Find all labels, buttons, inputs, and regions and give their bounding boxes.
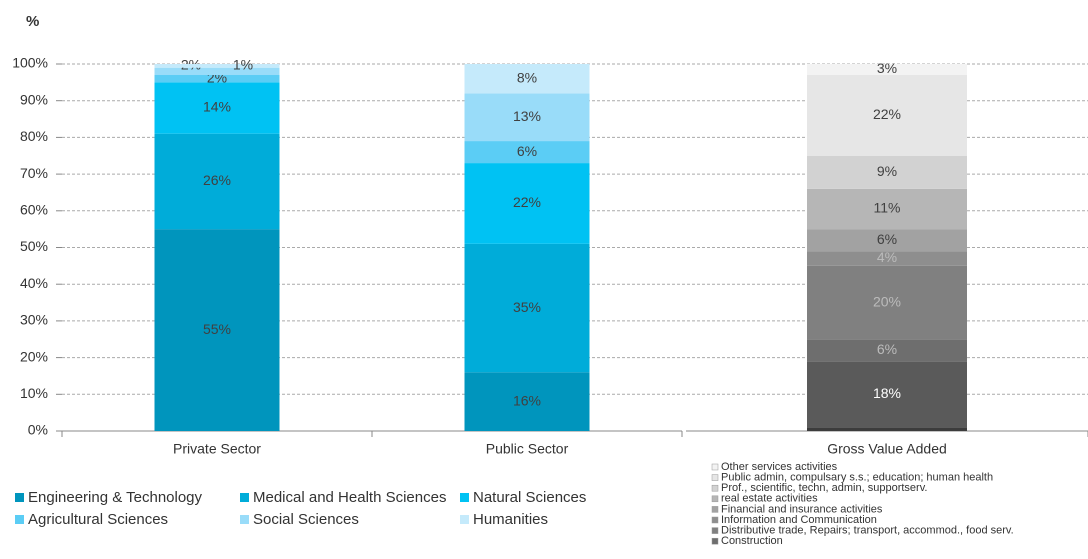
legend-label: Medical and Health Sciences — [253, 489, 446, 506]
legend-swatch — [711, 506, 719, 513]
legend-label: Humanities — [473, 511, 548, 528]
data-label: 11% — [874, 200, 901, 216]
x-tick-label: Gross Value Added — [827, 441, 947, 457]
bar-segment — [807, 251, 967, 266]
legend-label: Information and Communication — [721, 514, 877, 526]
data-label: 8% — [517, 69, 537, 85]
legend-swatch — [15, 493, 24, 502]
legend-swatch — [15, 515, 24, 524]
data-label: 14% — [203, 99, 231, 115]
data-label: 35% — [513, 299, 541, 315]
data-label: 4% — [877, 249, 897, 265]
legend-label: Engineering & Technology — [28, 489, 203, 506]
data-label: 13% — [513, 108, 541, 124]
legend-swatch — [240, 493, 249, 502]
bar-segment — [154, 229, 280, 431]
legend-swatch — [240, 515, 249, 524]
legend-label: real estate activities — [721, 493, 818, 505]
bar-segment — [807, 427, 967, 431]
x-tick-label: Public Sector — [486, 441, 569, 457]
legend-label: Public admin, compulsary s.s.; education… — [721, 472, 993, 484]
bar-segment — [154, 64, 280, 68]
bar-segment — [807, 64, 967, 76]
legend-label: Social Sciences — [253, 511, 359, 528]
bar-segment — [464, 243, 590, 373]
bar-segment — [807, 229, 967, 252]
bar-segment — [464, 163, 590, 244]
y-tick-label: 80% — [20, 128, 48, 144]
y-tick-label: 30% — [20, 312, 48, 328]
bar-segment — [807, 265, 967, 340]
bar-segment — [807, 361, 967, 428]
legend-swatch — [711, 527, 719, 534]
data-label: 1% — [233, 57, 253, 73]
data-label: 3% — [877, 60, 897, 76]
data-label: 22% — [513, 194, 541, 210]
legend-label: Distributive trade, Repairs; transport, … — [721, 525, 1014, 537]
data-label: 22% — [873, 106, 901, 122]
data-label: 55% — [203, 321, 231, 337]
bar-segment — [464, 93, 590, 142]
y-tick-label: 100% — [12, 55, 48, 71]
data-label: 6% — [517, 143, 537, 159]
y-tick-label: 60% — [20, 202, 48, 218]
legend-label: Financial and insurance activities — [721, 503, 883, 515]
y-tick-label: 40% — [20, 275, 48, 291]
bar-segment — [807, 339, 967, 362]
y-tick-label: 0% — [28, 422, 48, 438]
legend-swatch — [460, 493, 469, 502]
bar-segment — [807, 75, 967, 156]
x-tick-label: Private Sector — [173, 441, 261, 457]
legend-swatch — [711, 516, 719, 524]
legend-swatch — [711, 463, 719, 471]
data-label: 9% — [877, 163, 897, 179]
legend-swatch — [711, 537, 719, 545]
bar-segment — [154, 133, 280, 230]
legend-label: Agricultural Sciences — [28, 511, 168, 528]
y-tick-label: 20% — [20, 348, 48, 364]
bar-segment — [464, 141, 590, 164]
legend-swatch — [711, 474, 719, 481]
y-tick-label: 70% — [20, 165, 48, 181]
legend-swatch — [711, 484, 719, 492]
data-label: 18% — [873, 385, 901, 401]
y-tick-label: 50% — [20, 238, 48, 254]
data-label: 20% — [873, 293, 901, 309]
axis-title: % — [26, 13, 39, 30]
y-tick-label: 10% — [20, 385, 48, 401]
legend-swatch — [460, 515, 469, 524]
bar-segment — [464, 64, 590, 94]
data-label: 16% — [513, 392, 541, 408]
legend-swatch — [711, 495, 719, 503]
legend-label: Natural Sciences — [473, 489, 586, 506]
bar-segment — [154, 82, 280, 134]
data-label: 26% — [203, 172, 231, 188]
bar-segment — [807, 155, 967, 189]
legend-label: Prof., scientific, techn, admin, support… — [721, 482, 927, 494]
legend-label: Construction — [721, 535, 783, 547]
data-label: 6% — [877, 341, 897, 357]
data-label: 6% — [877, 231, 897, 247]
bar-segment — [464, 372, 590, 431]
legend-label: Other services activities — [721, 461, 838, 473]
bar-segment — [154, 67, 280, 76]
bar-segment — [807, 188, 967, 230]
y-tick-label: 90% — [20, 91, 48, 107]
bar-segment — [154, 75, 280, 83]
